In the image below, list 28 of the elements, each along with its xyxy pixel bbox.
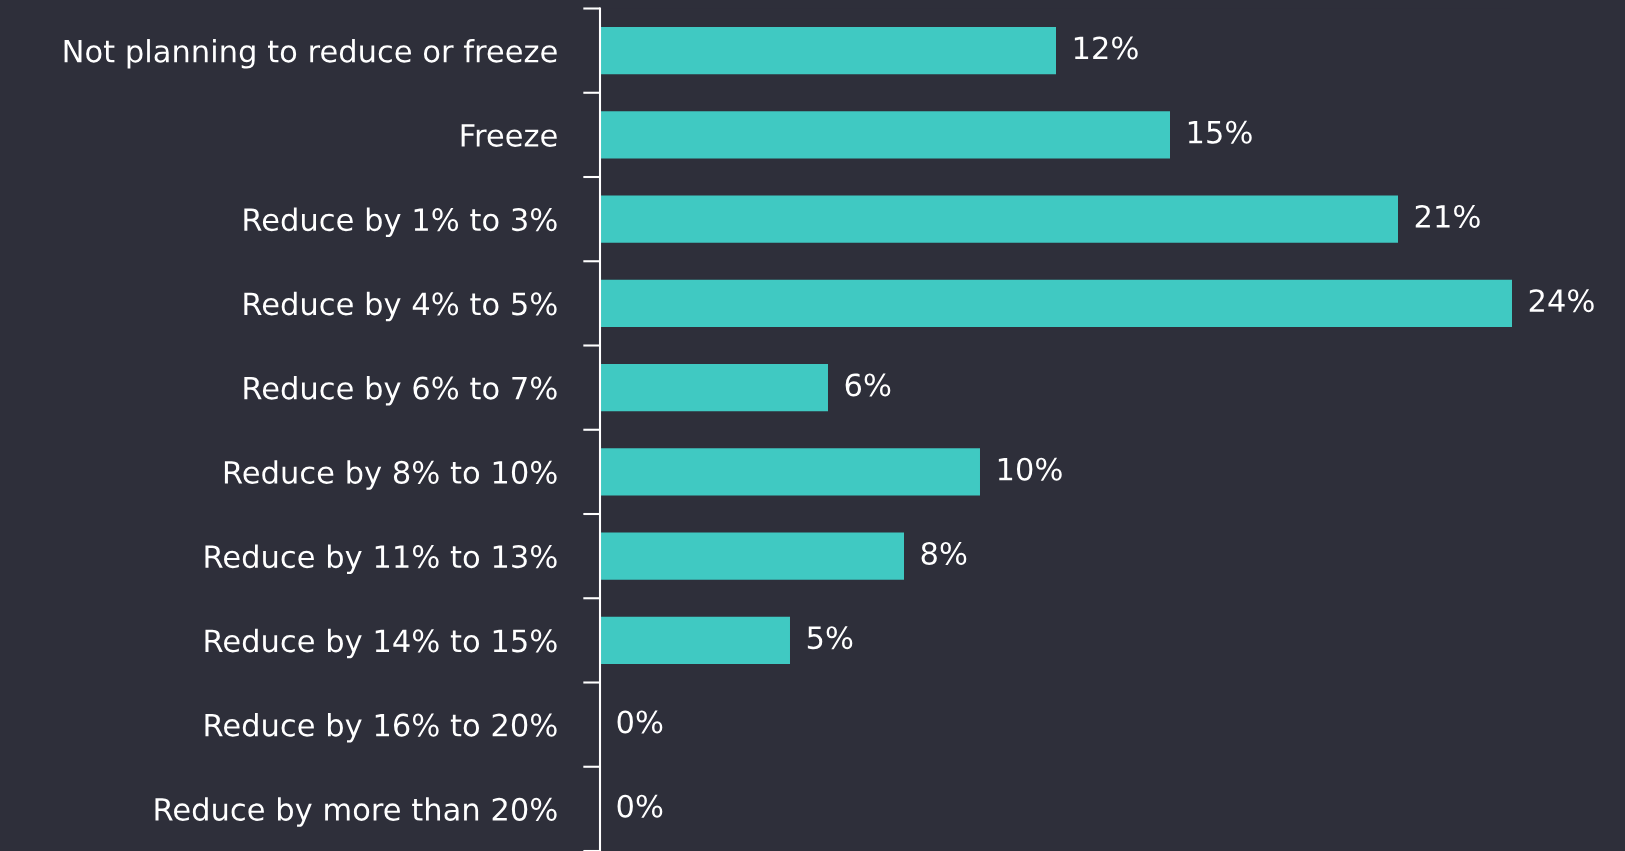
- y-tick-label: Reduce by 16% to 20%: [205, 713, 557, 743]
- y-tick-label: Freeze: [461, 124, 557, 147]
- bar: [600, 279, 1512, 327]
- data-label: 0%: [617, 794, 663, 818]
- y-tick-label: Reduce by more than 20%: [155, 797, 557, 827]
- bar: [600, 364, 828, 412]
- data-label: 10%: [998, 457, 1062, 481]
- y-tick-label: Not planning to reduce or freeze: [64, 39, 557, 69]
- y-tick-label: Reduce by 14% to 15%: [205, 628, 557, 659]
- bar: [600, 448, 980, 496]
- bar: [600, 111, 1170, 159]
- data-label: 21%: [1415, 204, 1480, 228]
- data-label: 8%: [921, 541, 967, 565]
- data-label: 6%: [845, 373, 891, 397]
- data-label: 24%: [1529, 289, 1594, 313]
- data-label: 15%: [1188, 120, 1252, 144]
- y-tick-label: Reduce by 6% to 7%: [244, 376, 557, 406]
- data-label: 12%: [1074, 36, 1138, 60]
- data-label: 5%: [807, 626, 853, 650]
- bar: [600, 532, 904, 580]
- y-tick-label: Reduce by 1% to 3%: [244, 207, 557, 238]
- bar: [600, 195, 1398, 243]
- bar: [600, 616, 790, 664]
- y-tick-label: Reduce by 8% to 10%: [224, 460, 557, 490]
- y-tick-label: Reduce by 11% to 13%: [205, 544, 557, 575]
- y-tick-label: Reduce by 4% to 5%: [244, 291, 557, 322]
- bar: [600, 27, 1056, 75]
- data-label: 0%: [617, 710, 663, 734]
